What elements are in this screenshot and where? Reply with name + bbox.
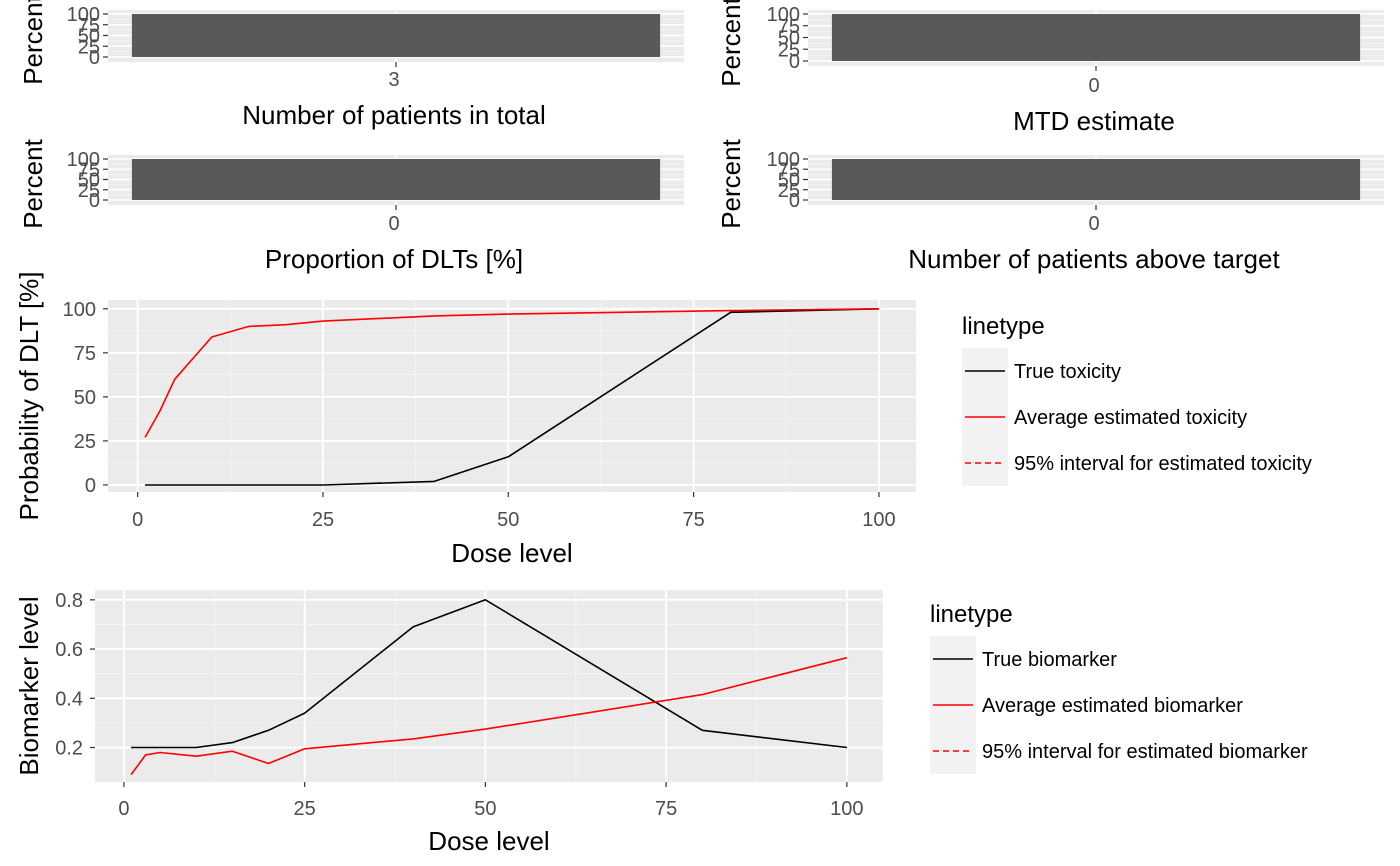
x-tick-label: 50 xyxy=(474,798,496,820)
y-tick-label: 100 xyxy=(63,299,96,321)
x-tick-label: 3 xyxy=(388,69,399,91)
bar-3 xyxy=(131,14,661,57)
line-panel-1: 0 25 50 75 100 0 25 50 75 100 Dose level Probabilit… xyxy=(14,271,1312,568)
y-tick-label: 0.6 xyxy=(55,639,83,661)
legend: linetype True biomarker Average estimated … xyxy=(930,601,1308,774)
series-line-true-toxicity xyxy=(145,308,879,486)
legend-entry-label: 95% interval for estimated biomarker xyxy=(982,741,1308,763)
y-tick-label: 0 xyxy=(89,47,100,69)
panel-background xyxy=(95,590,883,782)
y-tick-label: 0.8 xyxy=(55,590,83,612)
y-tick-label: 50 xyxy=(78,170,100,192)
x-tick-label: 0 xyxy=(388,213,399,235)
y-tick-label: 0 xyxy=(789,51,800,73)
series-line-true-biomarker xyxy=(131,598,847,749)
y-tick-label: 75 xyxy=(74,343,96,365)
x-tick-label: 0 xyxy=(1088,213,1099,235)
y-tick-label: 100 xyxy=(67,4,100,26)
y-axis-title: Biomarker level xyxy=(14,596,44,775)
y-tick-label: 75 xyxy=(78,15,100,37)
bar-0 xyxy=(131,159,661,200)
y-axis-title: Probability of DLT [%] xyxy=(14,271,44,520)
y-tick-label: 50 xyxy=(778,170,800,192)
y-tick-label: 50 xyxy=(778,28,800,50)
x-tick-label: 0 xyxy=(118,798,129,820)
y-tick-label: 100 xyxy=(767,149,800,171)
bar-0 xyxy=(831,159,1361,200)
bar-0 xyxy=(831,14,1361,61)
x-tick-label: 50 xyxy=(497,509,519,531)
y-tick-label: 0 xyxy=(85,475,96,497)
line-panel-2: 0 25 50 75 100 0.2 0.4 0.6 0.8 Dose level Biomarke… xyxy=(14,590,1308,856)
y-tick-label: 0 xyxy=(789,190,800,212)
x-tick-label: 75 xyxy=(682,509,704,531)
y-tick-label: 25 xyxy=(74,431,96,453)
series-line-average-estimated-biomarker xyxy=(130,656,848,776)
x-axis-title: Number of patients in total xyxy=(242,100,546,130)
x-tick-label: 25 xyxy=(312,509,334,531)
y-tick-label: 50 xyxy=(78,26,100,48)
legend-entry-label: Average estimated biomarker xyxy=(982,695,1243,717)
x-axis-title: Proportion of DLTs [%] xyxy=(265,244,523,274)
legend-title: linetype xyxy=(930,601,1013,628)
x-tick-label: 100 xyxy=(830,798,863,820)
legend: linetype True toxicity Average estimated t… xyxy=(962,313,1312,486)
series-line-average-estimated-toxicity xyxy=(144,308,879,438)
y-tick-label: 25 xyxy=(778,180,800,202)
x-axis-title: MTD estimate xyxy=(1013,106,1175,136)
legend-entry-label: Average estimated toxicity xyxy=(1014,407,1247,429)
y-tick-label: 25 xyxy=(78,36,100,58)
y-tick-label: 25 xyxy=(78,180,100,202)
x-tick-label: 75 xyxy=(655,798,677,820)
x-tick-label: 0 xyxy=(1088,75,1099,97)
legend-entry-label: True toxicity xyxy=(1014,361,1121,383)
y-tick-label: 0.4 xyxy=(55,688,83,710)
y-tick-label: 25 xyxy=(778,39,800,61)
x-axis-title: Dose level xyxy=(451,538,572,568)
y-axis-title: Percent xyxy=(716,0,746,87)
y-tick-label: 100 xyxy=(767,4,800,26)
y-tick-label: 75 xyxy=(778,159,800,181)
legend-entry-label: 95% interval for estimated toxicity xyxy=(1014,453,1312,475)
y-axis-title: Percent xyxy=(18,0,48,85)
y-tick-label: 0 xyxy=(89,190,100,212)
y-tick-label: 50 xyxy=(74,387,96,409)
x-tick-label: 0 xyxy=(132,509,143,531)
x-tick-label: 100 xyxy=(862,509,895,531)
y-axis-title: Percent xyxy=(716,138,746,228)
y-tick-label: 75 xyxy=(78,159,100,181)
y-axis-title: Percent xyxy=(18,138,48,228)
y-tick-label: 75 xyxy=(778,16,800,38)
legend-entry-label: True biomarker xyxy=(982,649,1117,671)
y-tick-label: 0.2 xyxy=(55,738,83,760)
y-tick-label: 100 xyxy=(67,149,100,171)
legend-title: linetype xyxy=(962,313,1045,340)
x-axis-title: Number of patients above target xyxy=(908,244,1280,274)
x-tick-label: 25 xyxy=(294,798,316,820)
x-axis-title: Dose level xyxy=(428,826,549,856)
